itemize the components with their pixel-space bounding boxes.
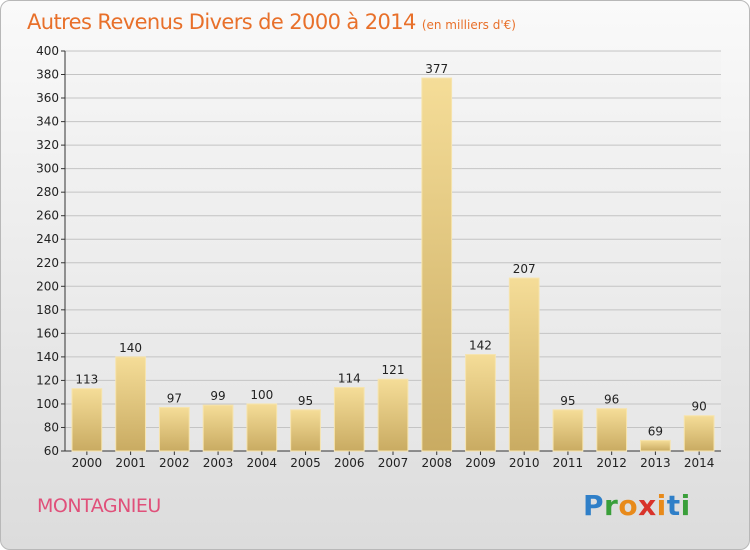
x-tick-label: 2011 [553, 456, 584, 470]
bar [290, 409, 321, 452]
bar [640, 439, 671, 452]
data-label: 90 [691, 400, 706, 414]
y-tick-label: 320 [36, 138, 59, 152]
y-tick-label: 180 [36, 303, 59, 317]
logo-letter: x [638, 489, 657, 522]
x-tick-label: 2007 [378, 456, 409, 470]
bar [202, 404, 234, 452]
bar [421, 77, 453, 452]
x-tick-label: 2000 [72, 456, 103, 470]
y-tick-label: 280 [36, 185, 59, 199]
data-label: 69 [648, 424, 663, 438]
x-tick-label: 2005 [290, 456, 321, 470]
y-tick-label: 220 [36, 256, 59, 270]
y-tick-label: 200 [36, 279, 59, 293]
y-tick-label: 340 [36, 115, 59, 129]
logo-letter: o [618, 489, 639, 522]
logo-letter: i [680, 489, 691, 522]
data-label: 377 [425, 62, 448, 76]
data-label: 140 [119, 341, 142, 355]
y-tick-label: 120 [36, 373, 59, 387]
x-tick-label: 2014 [684, 456, 715, 470]
bar [246, 403, 278, 452]
x-tick-label: 2006 [334, 456, 365, 470]
y-tick-label: 80 [44, 420, 59, 434]
logo-letter: i [656, 489, 667, 522]
data-label: 97 [167, 391, 182, 405]
y-tick-label: 160 [36, 326, 59, 340]
bar [552, 409, 584, 452]
data-label: 95 [298, 394, 313, 408]
bar [71, 388, 103, 452]
chart-subtitle: (en milliers d'€) [421, 18, 516, 32]
bars [71, 77, 715, 452]
x-tick-label: 2008 [421, 456, 452, 470]
x-tick-label: 2003 [203, 456, 234, 470]
data-label: 96 [604, 393, 619, 407]
x-tick-label: 2012 [596, 456, 627, 470]
chart-title-text: Autres Revenus Divers de 2000 à 2014 [27, 10, 416, 34]
chart-title: Autres Revenus Divers de 2000 à 2014 (en … [27, 10, 516, 34]
data-label: 207 [513, 262, 536, 276]
x-tick-label: 2009 [465, 456, 496, 470]
logo-letter: r [604, 489, 619, 522]
y-tick-label: 100 [36, 397, 59, 411]
x-tick-label: 2004 [247, 456, 278, 470]
data-label: 142 [469, 339, 492, 353]
axes: 60 80 100 120 140 160 180 200 220 240 260 280 300 320… [36, 44, 721, 470]
bar [508, 277, 540, 452]
city-name: MONTAGNIEU [37, 495, 161, 517]
y-tick-label: 400 [36, 44, 59, 58]
y-tick-label: 240 [36, 232, 59, 246]
x-tick-label: 2013 [640, 456, 671, 470]
bar [596, 408, 628, 452]
bar [115, 356, 146, 452]
bar [465, 354, 496, 452]
x-tick-label: 2001 [115, 456, 146, 470]
x-tick-label: 2002 [159, 456, 190, 470]
y-tick-label: 140 [36, 350, 59, 364]
data-label: 100 [250, 388, 273, 402]
proxiti-logo[interactable]: Proxiti [583, 489, 691, 522]
bar [683, 415, 715, 452]
y-tick-label: 380 [36, 68, 59, 82]
bar [377, 378, 409, 452]
y-tick-label: 260 [36, 209, 59, 223]
y-tick-label: 360 [36, 91, 59, 105]
data-label: 95 [560, 394, 575, 408]
bar [333, 386, 365, 452]
y-tick-label: 300 [36, 162, 59, 176]
logo-letter: P [583, 489, 605, 522]
labels: 113 140 97 99 100 95 114 121 377 142 207 95 96 69 90 [75, 62, 706, 438]
bar [158, 406, 190, 452]
logo-letter: t [666, 489, 681, 522]
data-label: 99 [210, 389, 225, 403]
data-label: 121 [382, 363, 405, 377]
data-label: 113 [75, 373, 98, 387]
y-tick-label: 60 [44, 444, 59, 458]
x-tick-label: 2010 [509, 456, 540, 470]
data-label: 114 [338, 371, 361, 385]
